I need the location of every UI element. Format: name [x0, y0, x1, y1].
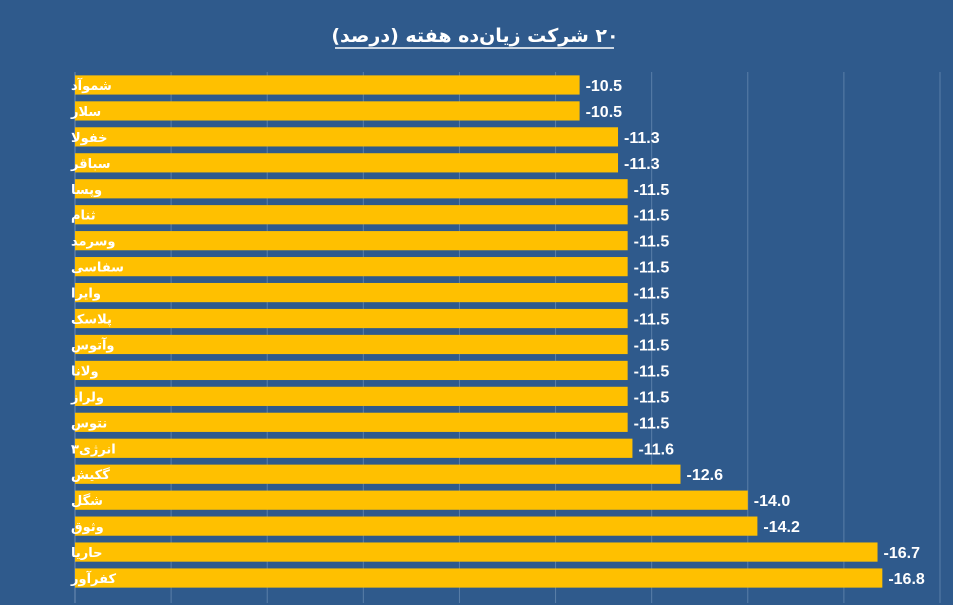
- category-label: خفولا: [71, 131, 108, 146]
- bar: [75, 127, 619, 147]
- bar: [75, 334, 628, 355]
- bar: [75, 231, 628, 251]
- category-label: سباقر: [70, 157, 111, 172]
- bars: [75, 75, 883, 588]
- bar: [75, 490, 748, 510]
- value-labels: -10.5-10.5-11.3-11.3-11.5-11.5-11.5-11.5…: [586, 78, 925, 588]
- category-label: ولانا: [71, 364, 99, 379]
- category-label: ولراز: [70, 390, 104, 405]
- category-label: انرژی۳: [71, 442, 116, 457]
- bar: [75, 282, 628, 303]
- data-label: -11.5: [634, 363, 670, 380]
- data-label: -14.0: [754, 493, 791, 510]
- data-label: -11.5: [634, 286, 670, 303]
- bar: [75, 464, 681, 484]
- chart-title: ۲۰ شرکت زیان‌ده هفته (درصد): [331, 25, 618, 47]
- data-label: -11.5: [634, 337, 670, 354]
- bar: [75, 205, 628, 225]
- data-label: -14.2: [763, 519, 800, 536]
- bar: [75, 153, 619, 173]
- data-label: -11.5: [634, 208, 670, 225]
- data-label: -11.5: [634, 234, 670, 251]
- category-label: شگل: [71, 493, 103, 509]
- data-label: -11.5: [634, 312, 670, 329]
- data-label: -11.3: [624, 156, 660, 173]
- category-label: شموآد: [71, 77, 112, 94]
- category-label: گکیش: [71, 467, 110, 483]
- data-label: -10.5: [586, 78, 623, 95]
- category-label: سفاسی: [71, 261, 124, 276]
- data-label: -11.3: [624, 130, 660, 147]
- bar: [75, 308, 628, 329]
- category-label: وایرا: [71, 287, 101, 302]
- category-label: پلاسک: [71, 313, 112, 328]
- data-label: -11.5: [634, 260, 670, 277]
- category-label: وثوق: [71, 520, 104, 535]
- data-label: -16.7: [884, 545, 921, 562]
- bar: [75, 516, 758, 536]
- category-label: حاریا: [71, 546, 103, 561]
- data-label: -10.5: [586, 104, 623, 121]
- category-label: وسرمد: [71, 235, 116, 250]
- category-label: کفرآور: [70, 570, 116, 587]
- data-label: -16.8: [888, 571, 925, 588]
- bar: [75, 386, 628, 406]
- bar: [75, 257, 628, 277]
- data-label: -12.6: [687, 467, 724, 484]
- category-label: وپسا: [71, 183, 102, 198]
- bar: [75, 438, 633, 458]
- data-label: -11.5: [634, 415, 670, 432]
- bar: [75, 179, 628, 199]
- data-label: -11.6: [638, 441, 674, 458]
- category-label: وآتوس: [71, 336, 115, 353]
- bar: [75, 542, 878, 562]
- bar: [75, 101, 580, 121]
- bar: [75, 568, 883, 588]
- data-label: -11.5: [634, 389, 670, 406]
- category-label: ثنام: [71, 209, 96, 224]
- category-labels: شموآد سلار خفولا سباقر وپسا ثنام وسرمد سفاسی وای…: [70, 77, 124, 587]
- data-label: -11.5: [634, 182, 670, 199]
- category-label: نتوس: [71, 416, 107, 431]
- bar: [75, 360, 628, 381]
- category-label: سلار: [70, 105, 101, 120]
- bar: [75, 412, 628, 432]
- bar: [75, 75, 580, 95]
